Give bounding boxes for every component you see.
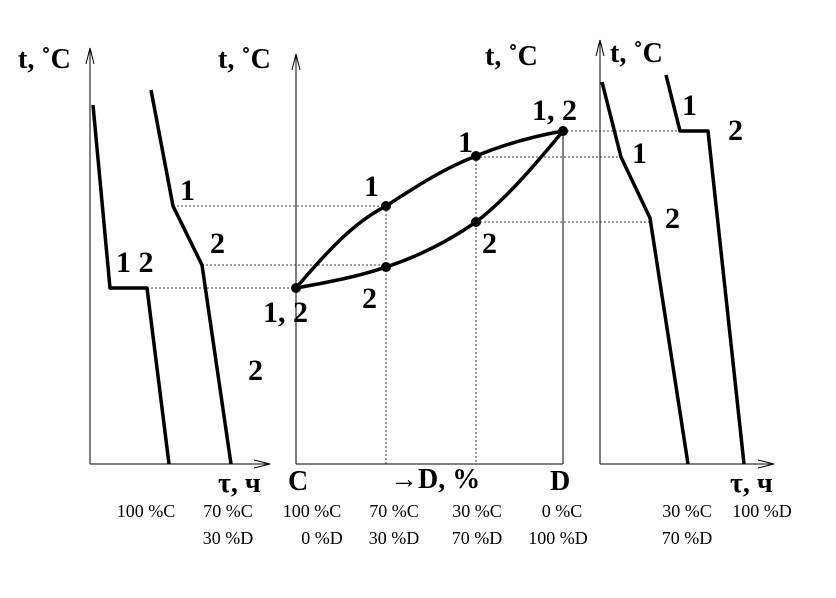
curve-label: 1: [458, 126, 473, 159]
curve-label: 2: [248, 354, 263, 387]
solidus: [295, 129, 565, 290]
axis-label: t, ˚C: [218, 44, 271, 75]
curve-label: 1 2: [116, 246, 154, 279]
composition: 100 %C: [283, 501, 342, 521]
cooling-curve: [91, 104, 171, 465]
composition: 70 %D: [452, 528, 503, 548]
point: [381, 262, 391, 272]
curve-label: 1: [180, 174, 195, 207]
points: [291, 126, 568, 293]
middle-axes: [291, 53, 564, 465]
composition: 70 %C: [369, 501, 419, 521]
composition: 70 %D: [662, 528, 713, 548]
vertical-guides: [385, 156, 477, 464]
cooling-curve: [149, 89, 233, 465]
composition: 100 %D: [528, 528, 588, 548]
cooling-curve: [600, 81, 690, 465]
axes: [85, 39, 775, 469]
composition: 30 %D: [369, 528, 420, 548]
axis-label: →D, %: [390, 464, 480, 495]
composition: 30 %C: [662, 501, 712, 521]
curve-label: 2: [728, 114, 743, 147]
axis-label: τ, ч: [218, 468, 261, 499]
composition: 70 %C: [203, 501, 253, 521]
cooling-curve: [664, 74, 746, 465]
curve-label: 1: [682, 89, 697, 122]
curve-label: 2: [362, 282, 377, 315]
composition: 0 %D: [301, 528, 343, 548]
point: [558, 126, 568, 136]
composition: 30 %C: [452, 501, 502, 521]
curve-label: 1, 2: [263, 296, 308, 329]
liquidus: [294, 129, 564, 290]
curve-label: 1: [364, 170, 379, 203]
right-guides: [476, 130, 680, 223]
left-axes: [85, 47, 271, 469]
composition: 100 %D: [732, 501, 792, 521]
curve-label: 1, 2: [532, 94, 577, 127]
curve-label: 2: [482, 227, 497, 260]
axis-label: τ, ч: [730, 468, 773, 499]
axis-label: C: [288, 466, 308, 497]
right-axes: [595, 39, 775, 469]
axis-label: t, ˚C: [610, 38, 663, 69]
curve-label: 1: [632, 137, 647, 170]
curve-label: 2: [665, 202, 680, 235]
composition: 0 %C: [542, 501, 583, 521]
axis-label: D: [550, 466, 570, 497]
point: [471, 217, 481, 227]
compositions: 100 %C 70 %C 30 %D 100 %C 0 %D 70 %C 30 …: [117, 501, 792, 548]
axis-label: t, ˚C: [18, 44, 71, 75]
curve-label: 2: [210, 227, 225, 260]
point: [291, 283, 301, 293]
composition: 30 %D: [203, 528, 254, 548]
axis-label: t, ˚C: [485, 41, 538, 72]
left-guides: [147, 205, 386, 289]
point: [381, 201, 391, 211]
point: [471, 151, 481, 161]
composition: 100 %C: [117, 501, 176, 521]
guides: [147, 130, 680, 464]
